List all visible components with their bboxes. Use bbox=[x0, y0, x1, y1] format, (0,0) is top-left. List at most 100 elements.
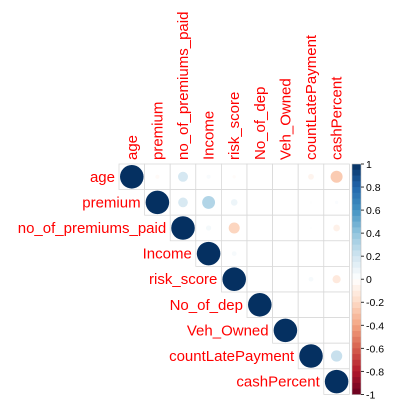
corr-circle-age-countLatePayment bbox=[308, 173, 314, 180]
grid-cell bbox=[246, 214, 274, 242]
colorbar-tick-label: 0.8 bbox=[366, 182, 381, 194]
row-label: no_of_premiums_paid bbox=[18, 220, 166, 237]
colorbar-tick-label: -0.8 bbox=[366, 366, 384, 378]
colorbar-segment bbox=[352, 302, 361, 309]
colorbar-segment bbox=[352, 290, 361, 297]
colorbar-segment bbox=[352, 261, 361, 269]
colorbar-segment bbox=[352, 354, 361, 361]
corr-circle-age-premium bbox=[155, 174, 160, 179]
grid-cell bbox=[323, 240, 350, 267]
colorbar-segment bbox=[352, 267, 361, 274]
colorbar-segment bbox=[352, 382, 361, 390]
grid-cell bbox=[297, 163, 325, 191]
corr-circle-risk_score-countLatePayment bbox=[308, 276, 314, 282]
corr-circle-risk_score-cashPercent bbox=[332, 275, 341, 284]
colorbar-segment bbox=[352, 325, 361, 332]
colorbar-segment bbox=[352, 175, 361, 182]
colorbar-segment bbox=[352, 359, 361, 367]
colorbar: 1 0.8 0.6 0.4 0.2 0 -0.2 -0.4 -0.6 -0.8 -1 bbox=[351, 159, 384, 401]
colorbar-segment bbox=[352, 221, 361, 228]
corr-circle-age-age bbox=[120, 165, 144, 189]
row-label: premium bbox=[82, 194, 140, 211]
grid-layer bbox=[118, 163, 350, 395]
colorbar-segment bbox=[352, 319, 361, 326]
grid-cell bbox=[272, 214, 299, 242]
column-label: No_of_dep bbox=[252, 87, 269, 160]
corr-circle-age-Income bbox=[206, 174, 211, 179]
column-label: no_of_premiums_paid bbox=[175, 12, 192, 160]
colorbar-segment bbox=[352, 331, 361, 338]
grid-cell bbox=[272, 265, 299, 293]
grid-cell bbox=[246, 163, 274, 191]
colorbar-segment bbox=[352, 210, 361, 217]
colorbar-segment bbox=[352, 348, 361, 355]
colorbar-segment bbox=[352, 181, 361, 188]
colorbar-segment bbox=[352, 342, 361, 349]
corr-circle-premium-countLatePayment bbox=[309, 201, 313, 204]
grid-cell bbox=[323, 317, 350, 344]
grid-cell bbox=[272, 163, 299, 191]
colorbar-segment bbox=[352, 204, 361, 211]
grid-cell bbox=[246, 265, 274, 293]
colorbar-segment bbox=[352, 192, 361, 200]
colorbar-segment bbox=[352, 313, 361, 321]
row-label: age bbox=[90, 169, 115, 186]
column-label: age bbox=[124, 135, 141, 160]
colorbar-segment bbox=[352, 187, 361, 194]
grid-cell bbox=[272, 240, 299, 267]
corr-circle-Income-risk_score bbox=[231, 251, 237, 256]
column-label: risk_score bbox=[226, 92, 243, 160]
corr-circle-age-no_of_premiums_paid bbox=[178, 171, 188, 182]
colorbar-segment bbox=[352, 164, 361, 171]
grid-cell bbox=[323, 291, 350, 319]
grid-cell bbox=[297, 291, 325, 319]
corr-circle-no_of_premiums_paid-cashPercent bbox=[333, 224, 340, 232]
column-label: cashPercent bbox=[329, 76, 346, 160]
colorbar-tick-label: 0.4 bbox=[366, 228, 381, 240]
colorbar-segment bbox=[352, 377, 361, 384]
row-label: Income bbox=[143, 246, 192, 263]
colorbar-segment bbox=[352, 244, 361, 251]
column-label: countLatePayment bbox=[303, 34, 320, 160]
grid-cell bbox=[246, 189, 274, 216]
colorbar-tick-label: 0 bbox=[366, 274, 372, 286]
corr-circle-premium-no_of_premiums_paid bbox=[178, 197, 188, 208]
corr-circle-age-cashPercent bbox=[330, 170, 343, 183]
corr-circle-countLatePayment-cashPercent bbox=[330, 350, 343, 362]
corr-circle-No_of_dep-No_of_dep bbox=[248, 293, 272, 317]
colorbar-segment bbox=[352, 233, 361, 240]
colorbar-segment bbox=[352, 365, 361, 372]
corr-circle-premium-premium bbox=[145, 190, 170, 215]
corr-circle-Veh_Owned-Veh_Owned bbox=[273, 318, 298, 343]
colorbar-tick-label: 0.2 bbox=[366, 251, 381, 263]
colorbar-segment bbox=[352, 169, 361, 177]
colorbar-segment bbox=[352, 198, 361, 205]
grid-cell bbox=[297, 240, 325, 267]
colorbar-tick-label: 0.6 bbox=[366, 205, 381, 217]
column-label: Income bbox=[201, 111, 218, 160]
corr-circle-age-risk_score bbox=[232, 175, 236, 179]
colorbar-segment bbox=[352, 284, 361, 292]
grid-cell bbox=[297, 317, 325, 344]
colorbar-segment bbox=[352, 256, 361, 263]
corr-circle-cashPercent-cashPercent bbox=[324, 369, 349, 394]
row-label: risk_score bbox=[149, 271, 217, 288]
row-label: Veh_Owned bbox=[187, 322, 269, 339]
row-label: No_of_dep bbox=[170, 297, 243, 314]
label-layer: age premium no_of_premiums_paid Income risk_… bbox=[18, 12, 346, 391]
colorbar-segment bbox=[352, 279, 361, 286]
colorbar-segment bbox=[352, 238, 361, 246]
grid-cell bbox=[272, 189, 299, 216]
colorbar-segment bbox=[352, 308, 361, 315]
colorbar-segment bbox=[352, 227, 361, 234]
circle-layer bbox=[120, 165, 349, 394]
colorbar-segment bbox=[352, 371, 361, 378]
colorbar-segment bbox=[352, 250, 361, 257]
corr-circle-countLatePayment-countLatePayment bbox=[299, 344, 323, 368]
colorbar-segment bbox=[352, 296, 361, 303]
corr-circle-no_of_premiums_paid-countLatePayment bbox=[309, 226, 313, 230]
colorbar-tick-label: -1 bbox=[366, 389, 375, 401]
corr-circle-premium-cashPercent bbox=[334, 200, 339, 205]
colorbar-segment bbox=[352, 336, 361, 344]
colorbar-segment bbox=[352, 388, 361, 395]
